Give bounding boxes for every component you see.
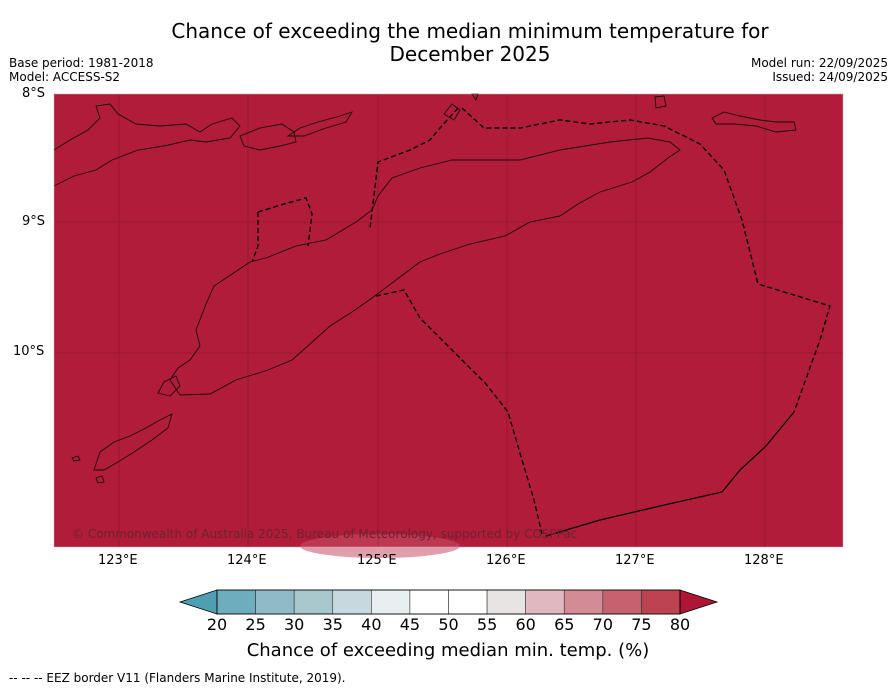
colorbar-tick-label: 70 bbox=[592, 615, 613, 634]
colorbar-extend-low bbox=[178, 589, 218, 615]
eez-oecusse-west bbox=[251, 212, 259, 263]
timor-island-coast bbox=[169, 137, 681, 396]
colorbar-label: Chance of exceeding median min. temp. (%… bbox=[246, 640, 650, 661]
colorbar-tick-label: 80 bbox=[669, 615, 691, 634]
colorbar-tick-label: 30 bbox=[283, 615, 305, 634]
semau-island-coast bbox=[93, 413, 173, 471]
lon-label-125e: 125°E bbox=[357, 553, 397, 568]
title-line-1: Chance of exceeding the median minimum t… bbox=[171, 19, 769, 43]
eez-north-border bbox=[461, 107, 831, 413]
colorbar-tick-label: 20 bbox=[206, 615, 228, 634]
base-period: Base period: 1981-2018 bbox=[9, 56, 154, 70]
colorbar-segment bbox=[409, 589, 449, 615]
ndao-island-coast bbox=[95, 475, 105, 484]
moa-island-coast bbox=[711, 111, 797, 133]
colorbar-segment bbox=[602, 589, 642, 615]
meta-right: Model run: 22/09/2025 Issued: 24/09/2025 bbox=[751, 56, 888, 84]
rote-island-coast bbox=[157, 375, 181, 397]
lon-label-124e: 124°E bbox=[227, 553, 267, 568]
map-frame bbox=[53, 93, 844, 548]
atauro-island-coast bbox=[443, 103, 461, 121]
chart-title: Chance of exceeding the median minimum t… bbox=[130, 20, 810, 66]
lat-label-9s: 9°S bbox=[22, 214, 46, 229]
colorbar-tick-label: 25 bbox=[245, 615, 266, 634]
light-patch bbox=[300, 534, 460, 558]
eez-footnote: -- -- -- EEZ border V11 (Flanders Marine… bbox=[9, 671, 346, 685]
gridlines bbox=[54, 94, 843, 547]
colorbar-tick-label: 60 bbox=[515, 615, 536, 634]
lat-label-8s: 8°S bbox=[22, 86, 46, 101]
colorbar-extend-high bbox=[679, 589, 719, 615]
probability-field bbox=[54, 94, 843, 547]
colorbar-tick-label: 50 bbox=[438, 615, 459, 634]
lon-label-127e: 127°E bbox=[615, 553, 655, 568]
colorbar-segment bbox=[525, 589, 565, 615]
colorbar-tick-label: 45 bbox=[399, 615, 421, 634]
colorbar-segment bbox=[371, 589, 411, 615]
lon-label-123e: 123°E bbox=[98, 553, 138, 568]
copyright-notice: © Commonwealth of Australia 2025, Bureau… bbox=[72, 527, 578, 541]
eez-south-border bbox=[375, 289, 543, 535]
colorbar-tick-label: 40 bbox=[361, 615, 382, 634]
colorbar-segment bbox=[332, 589, 372, 615]
lon-label-128e: 128°E bbox=[744, 553, 784, 568]
leti-island-coast bbox=[654, 95, 667, 109]
lon-label-126e: 126°E bbox=[486, 553, 526, 568]
alor-island-coast bbox=[239, 123, 297, 151]
meta-left: Base period: 1981-2018 Model: ACCESS-S2 bbox=[9, 56, 154, 84]
eez-solid-segment bbox=[545, 411, 795, 537]
title-line-2: December 2025 bbox=[389, 42, 551, 66]
colorbar-tick-label: 55 bbox=[476, 615, 498, 634]
colorbar-segment bbox=[563, 589, 604, 615]
colorbar-segment bbox=[293, 589, 334, 615]
colorbar bbox=[178, 589, 719, 615]
model-name: Model: ACCESS-S2 bbox=[9, 70, 121, 84]
colorbar-tick-label: 65 bbox=[554, 615, 575, 634]
colorbar-tick-label: 35 bbox=[322, 615, 343, 634]
colorbar-segment bbox=[216, 589, 256, 615]
model-run: Model run: 22/09/2025 bbox=[750, 56, 888, 70]
lat-label-10s: 10°S bbox=[13, 344, 45, 359]
wetar-island-coast bbox=[286, 111, 354, 137]
colorbar-segment bbox=[641, 589, 681, 615]
coastlines bbox=[53, 93, 797, 484]
flores-alor-coast bbox=[53, 103, 241, 187]
eez-timor-leste-border bbox=[369, 107, 459, 229]
colorbar-segment bbox=[486, 589, 526, 615]
savu-island-coast bbox=[71, 455, 81, 462]
issued-date: Issued: 24/09/2025 bbox=[772, 70, 888, 84]
eez-southeast-solid bbox=[545, 411, 795, 537]
colorbar-segment bbox=[255, 589, 295, 615]
eez-borders bbox=[251, 107, 831, 535]
colorbar-segment bbox=[448, 589, 488, 615]
eez-oecusse-border bbox=[257, 197, 313, 247]
colorbar-tick-label: 75 bbox=[631, 615, 652, 634]
colorbar-frame bbox=[216, 589, 681, 615]
